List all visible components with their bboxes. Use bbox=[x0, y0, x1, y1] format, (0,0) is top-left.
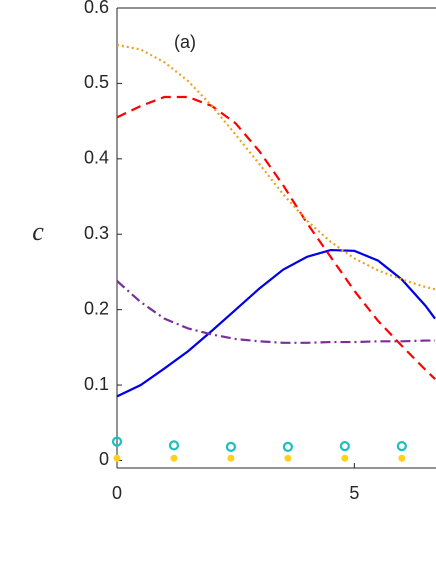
x-tick-label: 5 bbox=[349, 483, 359, 503]
line bbox=[116, 95, 436, 380]
y-tick-label: 0.1 bbox=[84, 374, 109, 394]
y-axis-label: c bbox=[32, 217, 44, 246]
point bbox=[284, 454, 292, 462]
point bbox=[282, 441, 293, 452]
line bbox=[116, 43, 436, 291]
line bbox=[116, 280, 436, 344]
x-tick-label: 0 bbox=[112, 483, 122, 503]
annotation: (a) bbox=[174, 32, 196, 52]
point bbox=[341, 454, 349, 462]
point bbox=[168, 440, 180, 451]
line bbox=[116, 248, 436, 398]
point bbox=[111, 436, 123, 447]
point bbox=[113, 454, 121, 462]
point bbox=[396, 441, 407, 452]
y-tick-label: 0.5 bbox=[84, 72, 109, 92]
y-tick-label: 0.2 bbox=[84, 298, 109, 318]
point bbox=[170, 454, 178, 462]
point bbox=[227, 454, 235, 462]
point bbox=[339, 441, 350, 452]
y-tick-label: 0.4 bbox=[84, 148, 109, 168]
point bbox=[398, 454, 406, 462]
y-tick-label: 0.3 bbox=[84, 223, 109, 243]
y-tick-label: 0 bbox=[99, 449, 109, 469]
point bbox=[225, 441, 237, 452]
y-tick-label: 0.6 bbox=[84, 0, 109, 17]
